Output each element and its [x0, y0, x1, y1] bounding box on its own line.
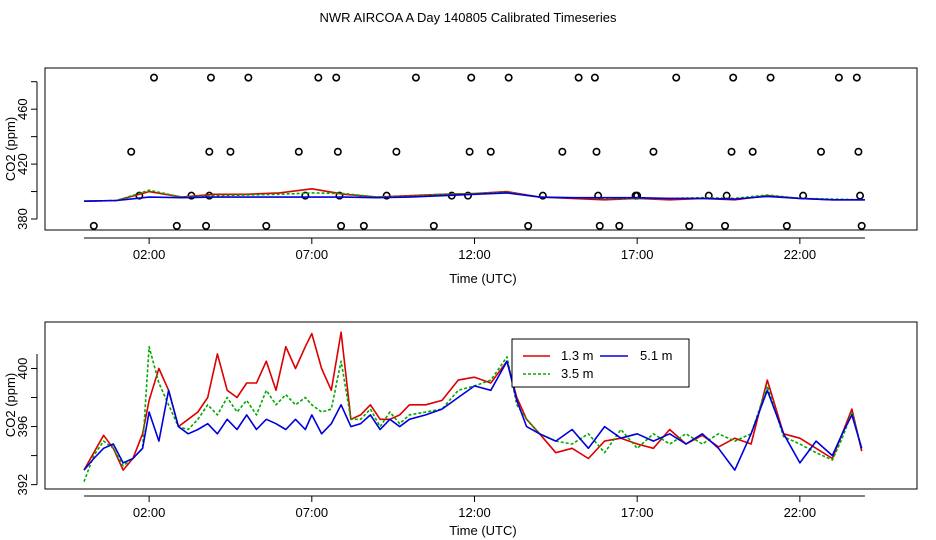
- calibration-point: [359, 221, 368, 230]
- calibration-point: [729, 73, 738, 82]
- calibration-point: [574, 73, 583, 82]
- y-tick-label: 396: [15, 416, 30, 438]
- calibration-point: [337, 221, 346, 230]
- calibration-point: [524, 221, 533, 230]
- top-plot-frame: [44, 67, 918, 231]
- bottom-x-axis-label: Time (UTC): [449, 523, 516, 538]
- calibration-point: [382, 191, 391, 200]
- series-line-3-5-m: [83, 345, 863, 482]
- x-tick-label: 07:00: [296, 247, 329, 262]
- calibration-point: [834, 73, 843, 82]
- legend-box: [511, 338, 690, 388]
- calibration-point: [817, 147, 826, 156]
- bottom-y-axis: 392 396 400: [15, 353, 38, 496]
- x-tick-label: 02:00: [133, 505, 166, 520]
- calibration-point: [782, 221, 791, 230]
- x-tick-label: 07:00: [296, 505, 329, 520]
- legend-label-5-1m: 5.1 m: [640, 348, 673, 363]
- y-tick-label: 392: [15, 474, 30, 496]
- bottom-plot-frame: [44, 321, 918, 490]
- calibration-point: [856, 191, 865, 200]
- x-tick-label: 22:00: [784, 247, 817, 262]
- calibration-point: [672, 73, 681, 82]
- calibration-point: [463, 191, 472, 200]
- calibration-point: [685, 221, 694, 230]
- x-tick-label: 12:00: [458, 505, 491, 520]
- bottom-x-axis: 02:00 07:00 12:00 17:00 22:00: [84, 495, 865, 520]
- calibration-point: [857, 221, 866, 230]
- calibration-point: [127, 147, 136, 156]
- calibration-point: [595, 221, 604, 230]
- calibration-point: [333, 147, 342, 156]
- y-tick-label: 400: [15, 358, 30, 380]
- legend-label-1-3m: 1.3 m: [561, 348, 594, 363]
- series-line-5-1-m: [83, 192, 865, 202]
- x-tick-label: 22:00: [784, 505, 817, 520]
- calibration-point: [727, 147, 736, 156]
- calibration-point: [558, 147, 567, 156]
- calibration-point: [335, 191, 344, 200]
- top-panel: 02:00 07:00 12:00 17:00 22:00 380 420 460 Time…: [3, 67, 918, 286]
- calibration-point: [748, 147, 757, 156]
- calibration-point: [244, 73, 253, 82]
- bottom-panel: 02:00 07:00 12:00 17:00 22:00 392 396 400 Time…: [3, 321, 918, 538]
- x-tick-label: 02:00: [133, 247, 166, 262]
- calibration-point: [649, 147, 658, 156]
- calibration-point: [429, 221, 438, 230]
- calibration-point: [301, 191, 310, 200]
- calibration-point: [721, 221, 730, 230]
- calibration-point: [465, 147, 474, 156]
- calibration-point: [262, 221, 271, 230]
- calibration-point: [150, 73, 159, 82]
- calibration-point: [202, 221, 211, 230]
- calibration-point: [226, 147, 235, 156]
- top-x-axis: 02:00 07:00 12:00 17:00 22:00: [84, 237, 865, 262]
- figure-title: NWR AIRCOA A Day 140805 Calibrated Times…: [320, 10, 617, 25]
- top-calibration-points: [89, 73, 866, 230]
- calibration-point: [766, 73, 775, 82]
- top-series-lines: [83, 188, 865, 202]
- bottom-series-lines: [83, 331, 863, 482]
- calibration-point: [332, 73, 341, 82]
- top-y-axis-label: CO2 (ppm): [3, 117, 18, 181]
- calibration-point: [205, 147, 214, 156]
- calibration-point: [294, 147, 303, 156]
- x-tick-label: 12:00: [458, 247, 491, 262]
- calibration-point: [467, 73, 476, 82]
- bottom-y-axis-label: CO2 (ppm): [3, 373, 18, 437]
- calibration-point: [89, 221, 98, 230]
- legend: 1.3 m 3.5 m 5.1 m: [511, 338, 690, 388]
- calibration-point: [592, 147, 601, 156]
- calibration-point: [411, 73, 420, 82]
- calibration-point: [486, 147, 495, 156]
- y-tick-label: 460: [15, 98, 30, 120]
- calibration-point: [590, 73, 599, 82]
- calibration-point: [172, 221, 181, 230]
- calibration-point: [615, 221, 624, 230]
- series-line-3-5-m: [83, 189, 865, 202]
- top-y-axis: 380 420 460: [15, 81, 38, 230]
- calibration-point: [852, 73, 861, 82]
- y-tick-label: 420: [15, 153, 30, 175]
- calibration-point: [314, 73, 323, 82]
- calibration-point: [538, 191, 547, 200]
- series-line-5-1-m: [83, 360, 863, 471]
- top-x-axis-label: Time (UTC): [449, 271, 516, 286]
- x-tick-label: 17:00: [621, 505, 654, 520]
- x-tick-label: 17:00: [621, 247, 654, 262]
- calibration-point: [854, 147, 863, 156]
- legend-label-3-5m: 3.5 m: [561, 366, 594, 381]
- calibration-point: [504, 73, 513, 82]
- y-tick-label: 380: [15, 208, 30, 230]
- calibration-point: [206, 73, 215, 82]
- calibration-point: [392, 147, 401, 156]
